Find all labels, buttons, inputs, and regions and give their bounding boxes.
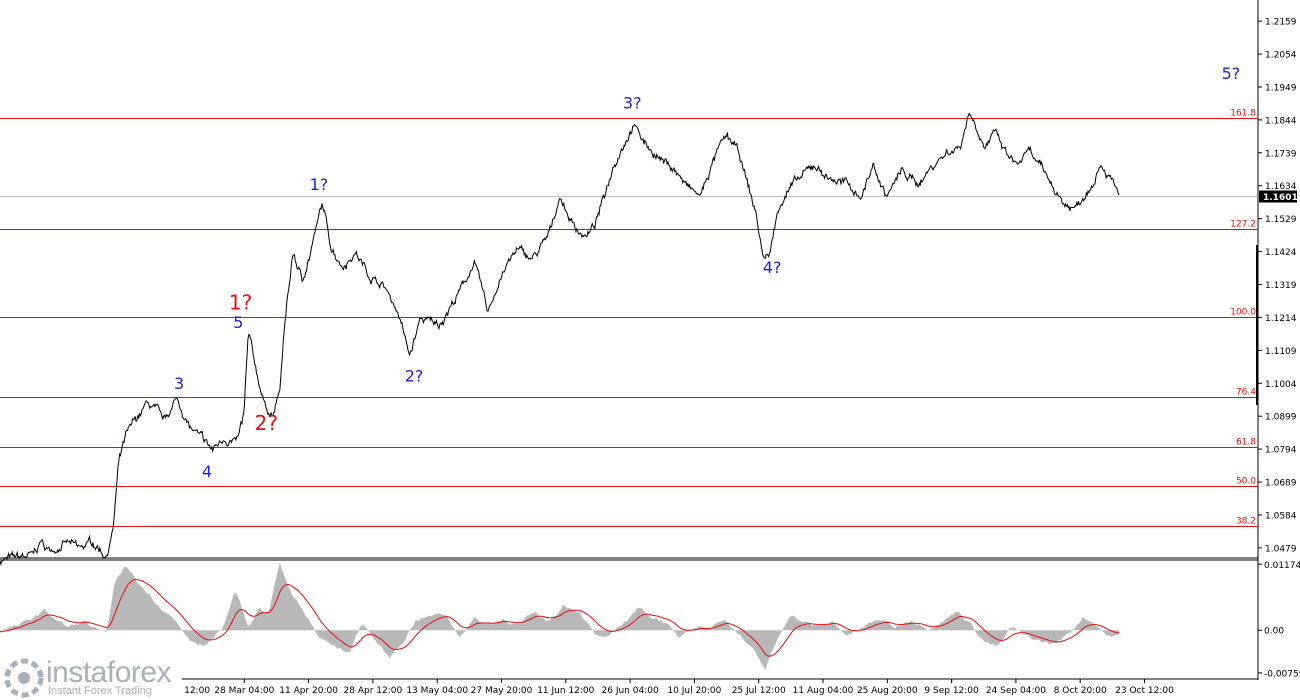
time-tick-label-13: 24 Sep 04:00	[986, 686, 1046, 696]
time-tick-label-7: 26 Jun 04:00	[602, 686, 659, 696]
fib-label-100-0: 100.0	[1230, 308, 1256, 318]
price-tick-label-16: 1.0479	[1265, 544, 1297, 554]
time-tick-label-14: 8 Oct 20:00	[1054, 686, 1107, 696]
wave-label-5: 1?	[310, 175, 329, 194]
wave-label-2: 5	[233, 313, 243, 332]
osc-tick-label-0: 0.01174	[1264, 561, 1300, 571]
osc-tick-label-1: 0.00	[1264, 627, 1284, 637]
price-tick-label-0: 1.2159	[1265, 18, 1297, 28]
osc-tick-label-2: -0.00759	[1264, 669, 1300, 679]
price-tick-label-10: 1.1109	[1265, 347, 1297, 357]
logo-text: instaforex	[46, 656, 172, 689]
time-tick-label-4: 13 May 04:00	[406, 686, 468, 696]
price-tick-label-14: 1.0689	[1265, 479, 1297, 489]
wave-label-6: 2?	[405, 366, 424, 385]
wave-label-1: 4	[202, 462, 212, 481]
price-axis: 1.2159 1.2054 1.1949 1.1844 1.1739 1.1634 1.15…	[1256, 18, 1298, 554]
price-line	[0, 112, 1120, 567]
price-tick-label-13: 1.0794	[1265, 446, 1297, 456]
fib-label-61-8: 61.8	[1236, 438, 1256, 448]
oscillator-panel: 0.01174 0.00 -0.00759	[0, 561, 1300, 679]
price-tick-label-11: 1.1004	[1265, 380, 1297, 390]
current-price-box	[1259, 190, 1297, 203]
fib-label-50-0: 50.0	[1236, 477, 1256, 487]
time-tick-label-12: 9 Sep 12:00	[924, 686, 979, 696]
price-tick-label-12: 1.0899	[1265, 413, 1297, 423]
time-tick-label-2: 11 Apr 20:00	[279, 686, 338, 696]
price-tick-label-9: 1.1214	[1265, 314, 1297, 324]
oscillator-signal-line	[0, 579, 1120, 657]
price-tick-label-15: 1.0584	[1265, 511, 1297, 521]
current-price-label: 1.1601	[1263, 193, 1298, 203]
price-tick-label-2: 1.1949	[1265, 83, 1297, 93]
fib-label-76-4: 76.4	[1236, 388, 1256, 398]
price-tick-label-1: 1.2054	[1265, 51, 1297, 61]
time-tick-label-9: 25 Jul 12:00	[732, 686, 786, 696]
time-tick-label-5: 27 May 20:00	[471, 686, 533, 696]
time-tick-label-15: 23 Oct 12:00	[1115, 686, 1174, 696]
wave-label-8: 4?	[763, 258, 782, 277]
fib-label-127-2: 127.2	[1230, 220, 1256, 230]
wave-label-3: 1?	[229, 290, 252, 314]
price-tick-label-5: 1.1634	[1265, 182, 1297, 192]
time-tick-label-10: 11 Aug 04:00	[793, 686, 854, 696]
price-series	[0, 112, 1120, 567]
logo-tagline: Instant Forex Trading	[48, 685, 152, 697]
time-tick-label-6: 11 Jun 12:00	[537, 686, 594, 696]
fib-label-38-2: 38.2	[1236, 517, 1256, 527]
time-tick-label-11: 25 Aug 20:00	[857, 686, 918, 696]
time-tick-label-8: 10 Jul 20:00	[667, 686, 721, 696]
brand-logo: instaforex Instant Forex Trading	[0, 654, 182, 700]
logo-mark-icon	[4, 658, 44, 698]
price-tick-label-6: 1.1529	[1265, 215, 1297, 225]
fib-levels: 161.8 127.2 100.0 76.4 61.8 50.0 38.2	[0, 109, 1258, 527]
wave-label-4: 2?	[255, 411, 278, 435]
price-tick-label-3: 1.1844	[1265, 116, 1297, 126]
wave-label-7: 3?	[623, 94, 642, 113]
wave-label-9: 5?	[1222, 64, 1241, 83]
time-tick-label-1: 28 Mar 04:00	[214, 686, 274, 696]
price-tick-label-8: 1.1319	[1265, 281, 1297, 291]
fib-label-161-8: 161.8	[1230, 109, 1256, 119]
price-tick-label-4: 1.1739	[1265, 149, 1297, 159]
price-tick-label-7: 1.1424	[1265, 248, 1297, 258]
wave-label-0: 3	[174, 374, 184, 393]
time-tick-label-3: 28 Apr 12:00	[344, 686, 403, 696]
